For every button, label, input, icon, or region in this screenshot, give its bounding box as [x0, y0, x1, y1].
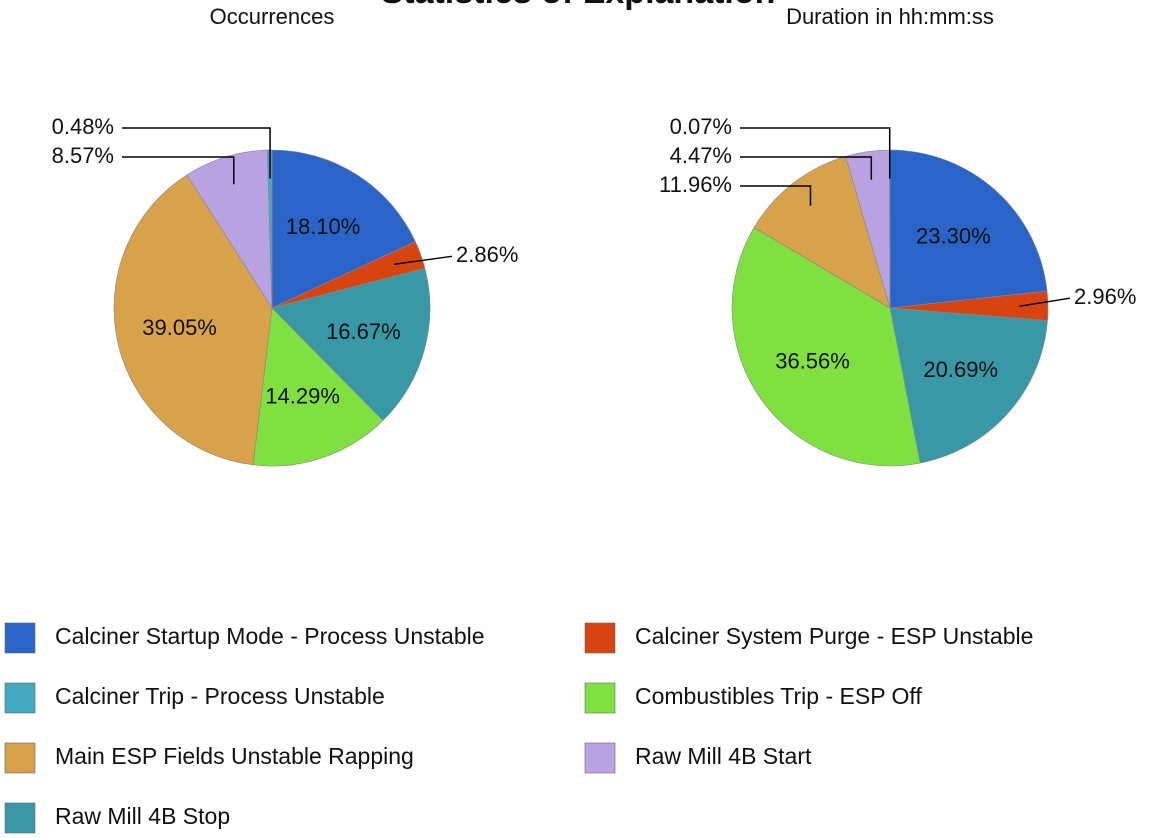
data-label: 0.07%: [670, 114, 732, 139]
legend-label: Calciner Startup Mode - Process Unstable: [55, 623, 485, 649]
legend-label: Raw Mill 4B Start: [635, 743, 812, 769]
data-label: 23.30%: [916, 223, 991, 248]
pie-slice: [252, 307, 384, 467]
data-label: 20.69%: [923, 357, 998, 382]
legend-label: Calciner Trip - Process Unstable: [55, 683, 385, 709]
legend-swatch: [584, 742, 616, 774]
data-label: 18.10%: [286, 214, 361, 239]
pie-slice: [271, 267, 431, 422]
data-label: 11.96%: [659, 172, 732, 197]
leader-line: [122, 127, 271, 179]
legend-swatch: [584, 682, 616, 714]
data-label: 4.47%: [670, 143, 732, 168]
chart-title: Statistics of Explanation: [381, 0, 776, 11]
leader-line: [740, 185, 812, 206]
legend-label: Main ESP Fields Unstable Rapping: [55, 743, 414, 769]
data-label: 14.29%: [265, 384, 340, 409]
legend-swatch: [4, 802, 36, 834]
pie-slice: [889, 149, 1048, 309]
data-label: 0.48%: [52, 114, 114, 139]
data-label: 16.67%: [326, 319, 401, 344]
data-label: 39.05%: [142, 315, 217, 340]
leader-line: [393, 255, 453, 266]
legend-swatch: [4, 742, 36, 774]
pie-slice: [271, 149, 416, 309]
legend-swatch: [584, 622, 616, 654]
chart-subtitle: Occurrences: [210, 4, 335, 29]
pie-slice: [753, 156, 891, 309]
data-label: 2.86%: [456, 242, 518, 267]
legend-label: Combustibles Trip - ESP Off: [635, 683, 922, 709]
legend-swatch: [4, 682, 36, 714]
leader-line: [1019, 297, 1071, 307]
data-label: 2.96%: [1074, 284, 1136, 309]
leader-line: [122, 156, 235, 185]
leader-line: [740, 156, 873, 180]
legend-label: Calciner System Purge - ESP Unstable: [635, 623, 1033, 649]
chart-subtitle: Duration in hh:mm:ss: [786, 4, 994, 29]
leader-line: [740, 127, 891, 179]
data-label: 8.57%: [52, 143, 114, 168]
pie-slice: [113, 174, 273, 466]
legend-swatch: [4, 622, 36, 654]
pie-slice: [731, 227, 921, 467]
data-label: 36.56%: [775, 348, 850, 373]
legend-label: Raw Mill 4B Stop: [55, 803, 230, 829]
pie-slice: [889, 307, 1048, 464]
